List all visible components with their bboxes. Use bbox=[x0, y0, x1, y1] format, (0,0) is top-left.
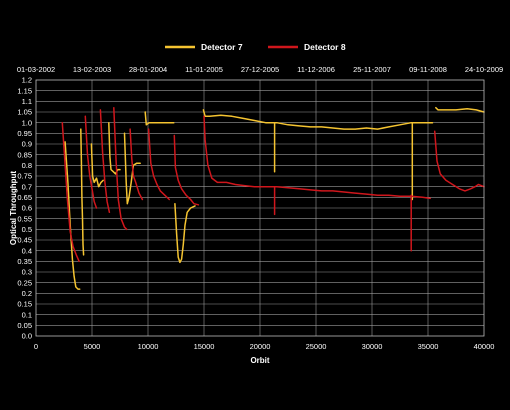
series-line bbox=[80, 128, 85, 256]
y-tick-label: 0.4 bbox=[22, 246, 32, 255]
series-line bbox=[147, 128, 171, 201]
x-axis-ticks: 0 5000 10000 15000 20000 25000 30000 35000 40000 bbox=[34, 342, 495, 351]
y-tick-label: 0.15 bbox=[17, 300, 32, 309]
series-detector-7 bbox=[64, 106, 485, 290]
y-tick-label: 0.25 bbox=[17, 278, 32, 287]
y-tick-label: 0.1 bbox=[22, 310, 32, 319]
series-line bbox=[435, 106, 485, 113]
legend-label: Detector 8 bbox=[304, 42, 346, 52]
y-tick-label: 0.35 bbox=[17, 257, 32, 266]
y-tick-label: 1.05 bbox=[17, 108, 32, 117]
y-tick-label: 0.85 bbox=[17, 150, 32, 159]
series-line bbox=[173, 134, 200, 206]
y-tick-label: 1.15 bbox=[17, 86, 32, 95]
series-line bbox=[84, 115, 98, 209]
series-detector-8 bbox=[61, 106, 485, 263]
x-tick-label: 40000 bbox=[474, 342, 495, 351]
x-axis-label: Orbit bbox=[250, 356, 269, 365]
legend-item: Detector 7 bbox=[165, 42, 243, 52]
x-tick-label: 25000 bbox=[306, 342, 327, 351]
y-tick-label: 0.8 bbox=[22, 161, 32, 170]
x-tick-label: 30000 bbox=[362, 342, 383, 351]
y-tick-label: 0.05 bbox=[17, 321, 32, 330]
series-line bbox=[90, 143, 104, 188]
y-tick-label: 1.0 bbox=[22, 118, 32, 127]
series-line bbox=[174, 202, 196, 264]
plot-frame bbox=[35, 79, 485, 337]
x-tick-label: 0 bbox=[34, 342, 38, 351]
series-line bbox=[144, 111, 175, 126]
series-line bbox=[123, 132, 141, 205]
top-date-label: 28-01-2004 bbox=[129, 65, 167, 74]
legend-item: Detector 8 bbox=[268, 42, 346, 52]
y-tick-label: 0.5 bbox=[22, 225, 32, 234]
y-tick-label: 0.45 bbox=[17, 236, 32, 245]
series-line bbox=[433, 130, 485, 192]
y-tick-label: 0.9 bbox=[22, 140, 32, 149]
y-tick-label: 0.2 bbox=[22, 289, 32, 298]
y-tick-label: 0.3 bbox=[22, 268, 32, 277]
top-date-label: 27-12-2005 bbox=[241, 65, 279, 74]
series-line bbox=[61, 121, 80, 263]
top-date-label: 11-12-2006 bbox=[297, 65, 335, 74]
y-tick-label: 0.0 bbox=[22, 332, 32, 341]
y-tick-label: 0.75 bbox=[17, 172, 32, 181]
series-line bbox=[108, 121, 121, 175]
y-tick-label: 0.55 bbox=[17, 214, 32, 223]
top-date-label: 09-11-2008 bbox=[409, 65, 447, 74]
legend-label: Detector 7 bbox=[201, 42, 243, 52]
grid bbox=[36, 80, 484, 336]
top-date-label: 13-02-2003 bbox=[73, 65, 111, 74]
top-date-label: 11-01-2005 bbox=[185, 65, 223, 74]
y-axis-ticks: 0.0 0.05 0.10.15 0.2 0.250.3 0.35 0.40.45 0.5 0.… bbox=[17, 76, 32, 341]
series-line bbox=[99, 109, 111, 214]
top-date-label: 25-11-2007 bbox=[353, 65, 391, 74]
y-tick-label: 1.1 bbox=[22, 97, 32, 106]
series-line bbox=[64, 141, 81, 290]
x-tick-label: 10000 bbox=[138, 342, 159, 351]
y-tick-label: 0.65 bbox=[17, 193, 32, 202]
series-line bbox=[113, 106, 128, 231]
x-tick-label: 20000 bbox=[250, 342, 271, 351]
series-line bbox=[203, 115, 431, 200]
series-line bbox=[129, 128, 144, 201]
plot-series bbox=[61, 106, 485, 290]
top-date-label: 24-10-2009 bbox=[465, 65, 503, 74]
legend: Detector 7 Detector 8 bbox=[165, 42, 346, 52]
x-tick-label: 35000 bbox=[418, 342, 439, 351]
y-tick-label: 0.95 bbox=[17, 129, 32, 138]
y-axis-label: Optical Throughput bbox=[9, 171, 18, 246]
y-tick-label: 0.6 bbox=[22, 204, 32, 213]
y-tick-label: 0.7 bbox=[22, 182, 32, 191]
top-date-axis: 01-03-2002 13-02-2003 28-01-2004 11-01-2005… bbox=[17, 65, 503, 74]
y-tick-label: 1.2 bbox=[22, 76, 32, 85]
x-tick-label: 5000 bbox=[84, 342, 101, 351]
series-line bbox=[202, 109, 434, 130]
top-date-label: 01-03-2002 bbox=[17, 65, 55, 74]
x-tick-label: 15000 bbox=[194, 342, 215, 351]
